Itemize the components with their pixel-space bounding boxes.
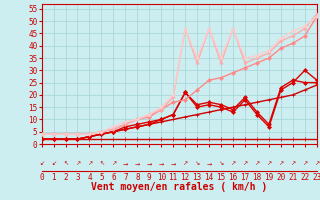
Text: ↗: ↗	[290, 162, 295, 166]
Text: ↗: ↗	[111, 162, 116, 166]
Text: 21: 21	[288, 173, 298, 182]
Text: 19: 19	[264, 173, 274, 182]
Text: →: →	[123, 162, 128, 166]
Text: ↘: ↘	[219, 162, 224, 166]
Text: ↗: ↗	[242, 162, 248, 166]
Text: 12: 12	[180, 173, 190, 182]
Text: 17: 17	[240, 173, 250, 182]
Text: ↗: ↗	[266, 162, 272, 166]
Text: →: →	[206, 162, 212, 166]
Text: ↙: ↙	[51, 162, 56, 166]
Text: ↗: ↗	[182, 162, 188, 166]
Text: 11: 11	[169, 173, 178, 182]
Text: ↗: ↗	[254, 162, 260, 166]
Text: 6: 6	[111, 173, 116, 182]
Text: 8: 8	[135, 173, 140, 182]
Text: →: →	[135, 162, 140, 166]
Text: 13: 13	[193, 173, 202, 182]
Text: →: →	[159, 162, 164, 166]
Text: ↖: ↖	[63, 162, 68, 166]
Text: ↗: ↗	[230, 162, 236, 166]
Text: 3: 3	[75, 173, 80, 182]
Text: 20: 20	[276, 173, 285, 182]
Text: 4: 4	[87, 173, 92, 182]
Text: 16: 16	[228, 173, 238, 182]
Text: ↗: ↗	[314, 162, 319, 166]
Text: 15: 15	[216, 173, 226, 182]
Text: ↗: ↗	[302, 162, 308, 166]
Text: 0: 0	[39, 173, 44, 182]
Text: 7: 7	[123, 173, 128, 182]
Text: 18: 18	[252, 173, 261, 182]
Text: 1: 1	[51, 173, 56, 182]
Text: ↖: ↖	[99, 162, 104, 166]
Text: ↙: ↙	[39, 162, 44, 166]
Text: →: →	[147, 162, 152, 166]
Text: 23: 23	[312, 173, 320, 182]
Text: ↗: ↗	[87, 162, 92, 166]
Text: ↗: ↗	[278, 162, 284, 166]
Text: 2: 2	[63, 173, 68, 182]
Text: 22: 22	[300, 173, 309, 182]
Text: →: →	[171, 162, 176, 166]
Text: 14: 14	[204, 173, 214, 182]
Text: 9: 9	[147, 173, 152, 182]
Text: 5: 5	[99, 173, 104, 182]
Text: Vent moyen/en rafales ( km/h ): Vent moyen/en rafales ( km/h )	[91, 182, 267, 192]
Text: ↘: ↘	[195, 162, 200, 166]
Text: ↗: ↗	[75, 162, 80, 166]
Text: 10: 10	[156, 173, 166, 182]
